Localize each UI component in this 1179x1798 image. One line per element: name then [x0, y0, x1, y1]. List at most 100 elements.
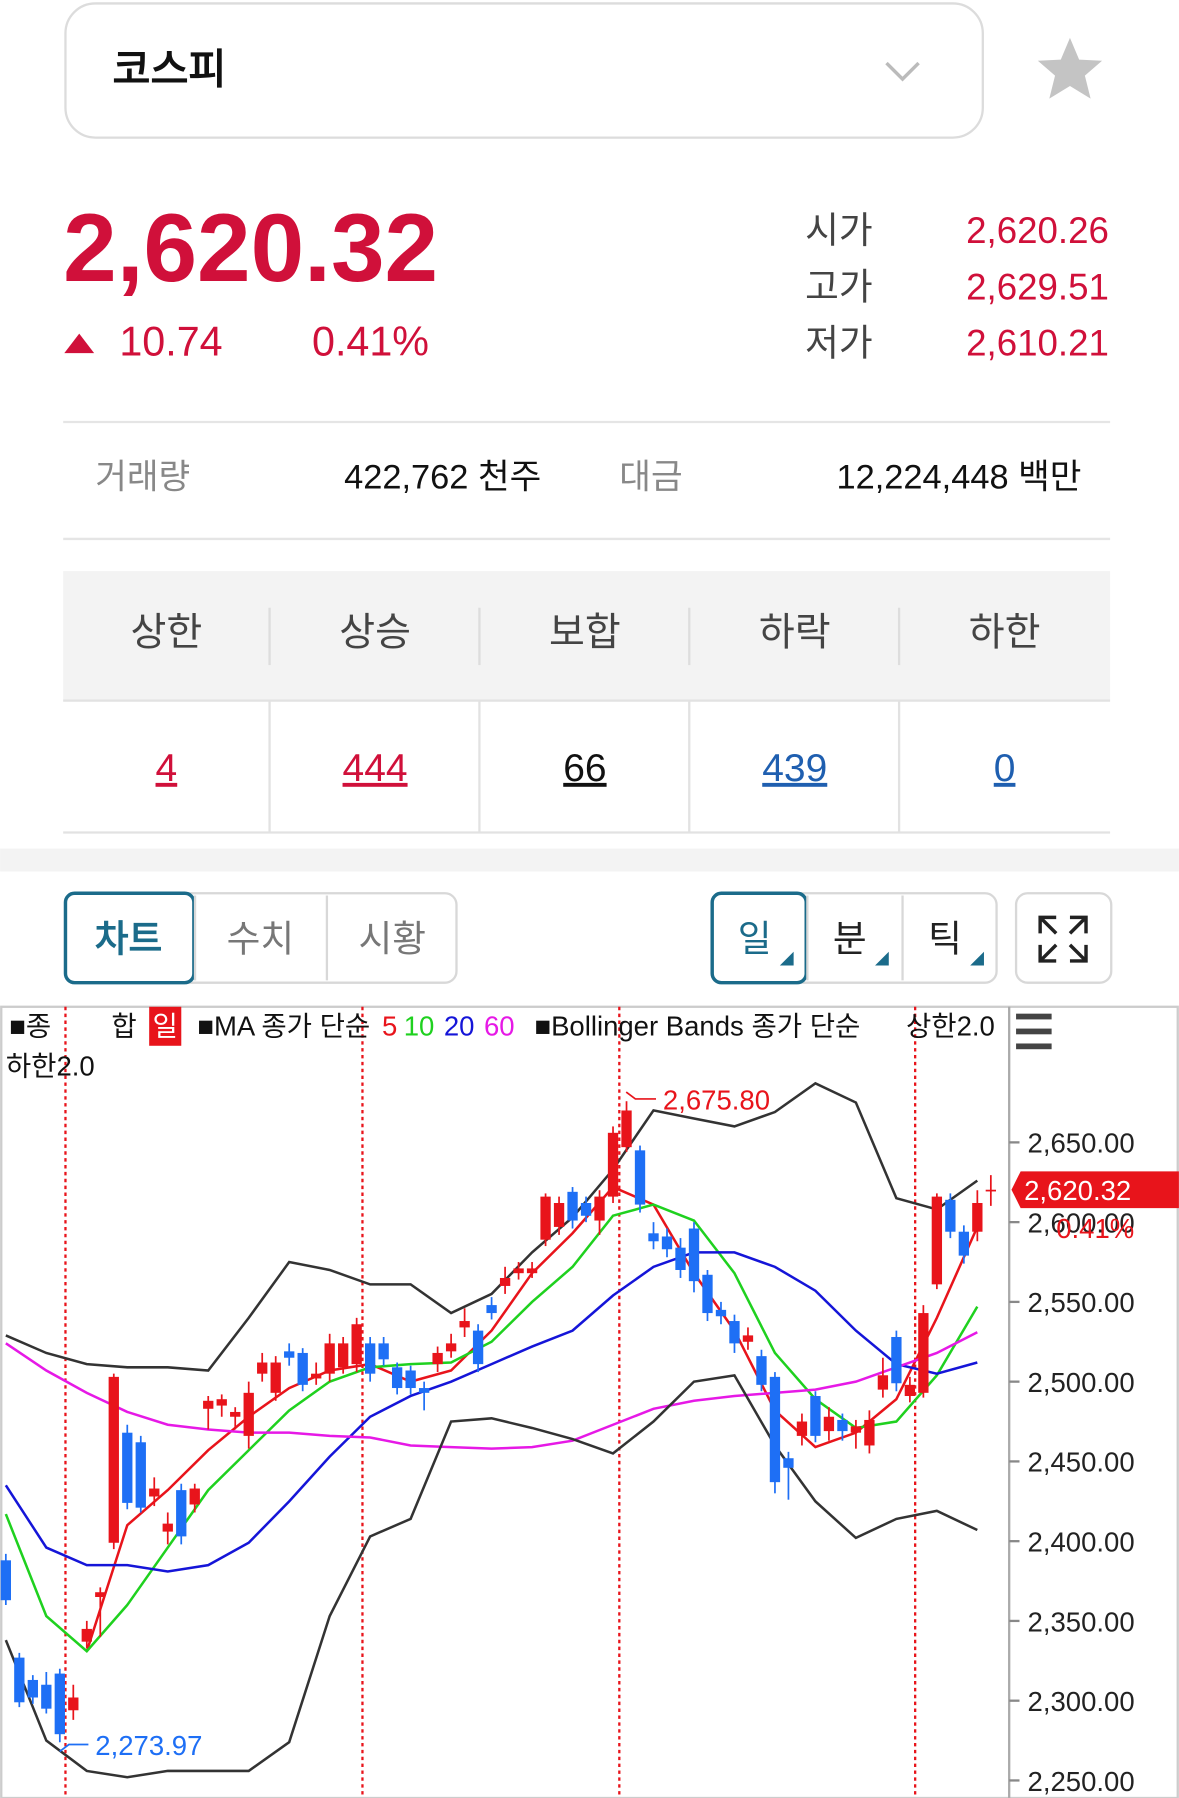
- candle-body: [526, 1268, 538, 1274]
- candle-body: [0, 1560, 11, 1601]
- candle-body: [54, 1673, 65, 1735]
- period-tab[interactable]: 일: [738, 919, 772, 960]
- candle-body: [108, 1376, 119, 1543]
- index-name: 코스피: [112, 47, 226, 93]
- breadth-value[interactable]: 4: [156, 747, 178, 790]
- last-price-tag: [1011, 1171, 1179, 1209]
- breadth-header-bg: [63, 571, 1111, 701]
- period-separators: [64, 1006, 917, 1798]
- legend-period-bg: [149, 1006, 182, 1046]
- y-tick-label: 2,300.00: [1028, 1686, 1135, 1717]
- candle-body: [81, 1628, 92, 1642]
- candle-body: [513, 1268, 524, 1274]
- ohlc-value: 2,629.51: [966, 266, 1109, 307]
- candle-body: [378, 1343, 389, 1360]
- annotation-leader: [625, 1091, 657, 1100]
- candle-body: [95, 1592, 106, 1598]
- candle-body: [756, 1356, 767, 1385]
- breadth-header: 상승: [339, 612, 411, 655]
- candle-body: [486, 1305, 497, 1314]
- candle-body: [189, 1488, 200, 1505]
- ohlc-value: 2,620.26: [966, 210, 1109, 251]
- candle-body: [553, 1202, 565, 1227]
- legend-series: 상한2.0: [906, 1010, 995, 1041]
- menu-bar: [1016, 1013, 1052, 1020]
- candle-body: [769, 1376, 781, 1483]
- up-arrow: [64, 333, 95, 354]
- period-tab[interactable]: 분: [833, 919, 867, 960]
- candle-body: [945, 1199, 956, 1232]
- candle-body: [675, 1247, 686, 1270]
- breadth-header: 보합: [549, 612, 621, 655]
- index-selector[interactable]: [64, 2, 984, 139]
- candle-body: [661, 1236, 673, 1250]
- volume: 422,762 천주: [344, 458, 541, 496]
- candle-body: [877, 1375, 889, 1390]
- y-tick-label: 2,400.00: [1028, 1526, 1135, 1557]
- menu-bar: [1016, 1028, 1052, 1035]
- chart-menu[interactable]: [1016, 1013, 1052, 1050]
- candle-body: [338, 1343, 349, 1368]
- candle-body: [351, 1324, 362, 1365]
- candle-body: [607, 1132, 619, 1197]
- candle-body: [270, 1362, 281, 1393]
- candle-body: [311, 1373, 322, 1379]
- candle-body: [135, 1442, 146, 1508]
- period-tab[interactable]: 틱: [928, 919, 962, 960]
- candle-body: [931, 1196, 943, 1285]
- last-price-label: 2,620.32: [1024, 1175, 1131, 1206]
- candle-body: [405, 1370, 416, 1389]
- annotation-label: 2,273.97: [95, 1730, 202, 1761]
- legend-item: ■Bollinger Bands 종가 단순: [534, 1010, 860, 1041]
- breadth-header: 하한: [969, 612, 1041, 655]
- candle-body: [297, 1352, 308, 1385]
- candle-body: [580, 1202, 592, 1216]
- candle-body: [445, 1343, 457, 1352]
- favorite-star[interactable]: [1037, 37, 1103, 99]
- candle-body: [837, 1419, 848, 1432]
- tab[interactable]: 수치: [227, 919, 295, 960]
- candle-body: [459, 1321, 470, 1328]
- candle-body: [958, 1231, 970, 1256]
- y-tick-label: 2,250.00: [1028, 1766, 1135, 1797]
- breadth-value[interactable]: 66: [563, 747, 606, 790]
- tab[interactable]: 차트: [95, 919, 163, 960]
- candle-body: [729, 1321, 740, 1344]
- candle-body: [432, 1352, 443, 1365]
- candle-body: [324, 1343, 335, 1374]
- y-tick-label: 2,600.00: [1028, 1207, 1135, 1238]
- breadth-value[interactable]: 0: [994, 747, 1016, 790]
- candle-body: [122, 1432, 133, 1503]
- ohlc-label: 고가: [805, 266, 873, 307]
- ohlc-value: 2,610.21: [966, 322, 1109, 363]
- candle-body: [891, 1336, 902, 1384]
- legend-item: 합: [111, 1010, 136, 1041]
- last-change-label: 0.41%: [1056, 1213, 1134, 1244]
- candle-body: [418, 1388, 430, 1393]
- menu-bar: [1016, 1043, 1052, 1050]
- price-change: 10.74: [119, 318, 222, 364]
- breadth-value[interactable]: 444: [343, 747, 408, 790]
- candle-body: [688, 1228, 700, 1282]
- tab[interactable]: 시황: [359, 919, 427, 960]
- annotation-label: 2,675.80: [663, 1084, 770, 1115]
- legend-period: 일: [153, 1010, 178, 1041]
- candle-body: [985, 1189, 996, 1192]
- candle-body: [41, 1684, 52, 1709]
- tabs: 차트 수치 시황 일 분 틱: [63, 891, 984, 985]
- candle-body: [634, 1150, 646, 1205]
- candle-body: [27, 1679, 38, 1698]
- breadth-value[interactable]: 439: [762, 747, 827, 790]
- candle-body: [850, 1426, 862, 1433]
- current-price: 2,620.32: [63, 195, 438, 302]
- indicator-line: [5, 1081, 979, 1372]
- chart-area: [0, 1005, 1179, 1798]
- candle-body: [216, 1399, 227, 1406]
- candle-body: [810, 1396, 821, 1436]
- candle-body: [203, 1400, 214, 1409]
- candle-body: [14, 1657, 25, 1703]
- volume-label: 거래량: [95, 458, 190, 496]
- fullscreen-button[interactable]: [1014, 892, 1113, 984]
